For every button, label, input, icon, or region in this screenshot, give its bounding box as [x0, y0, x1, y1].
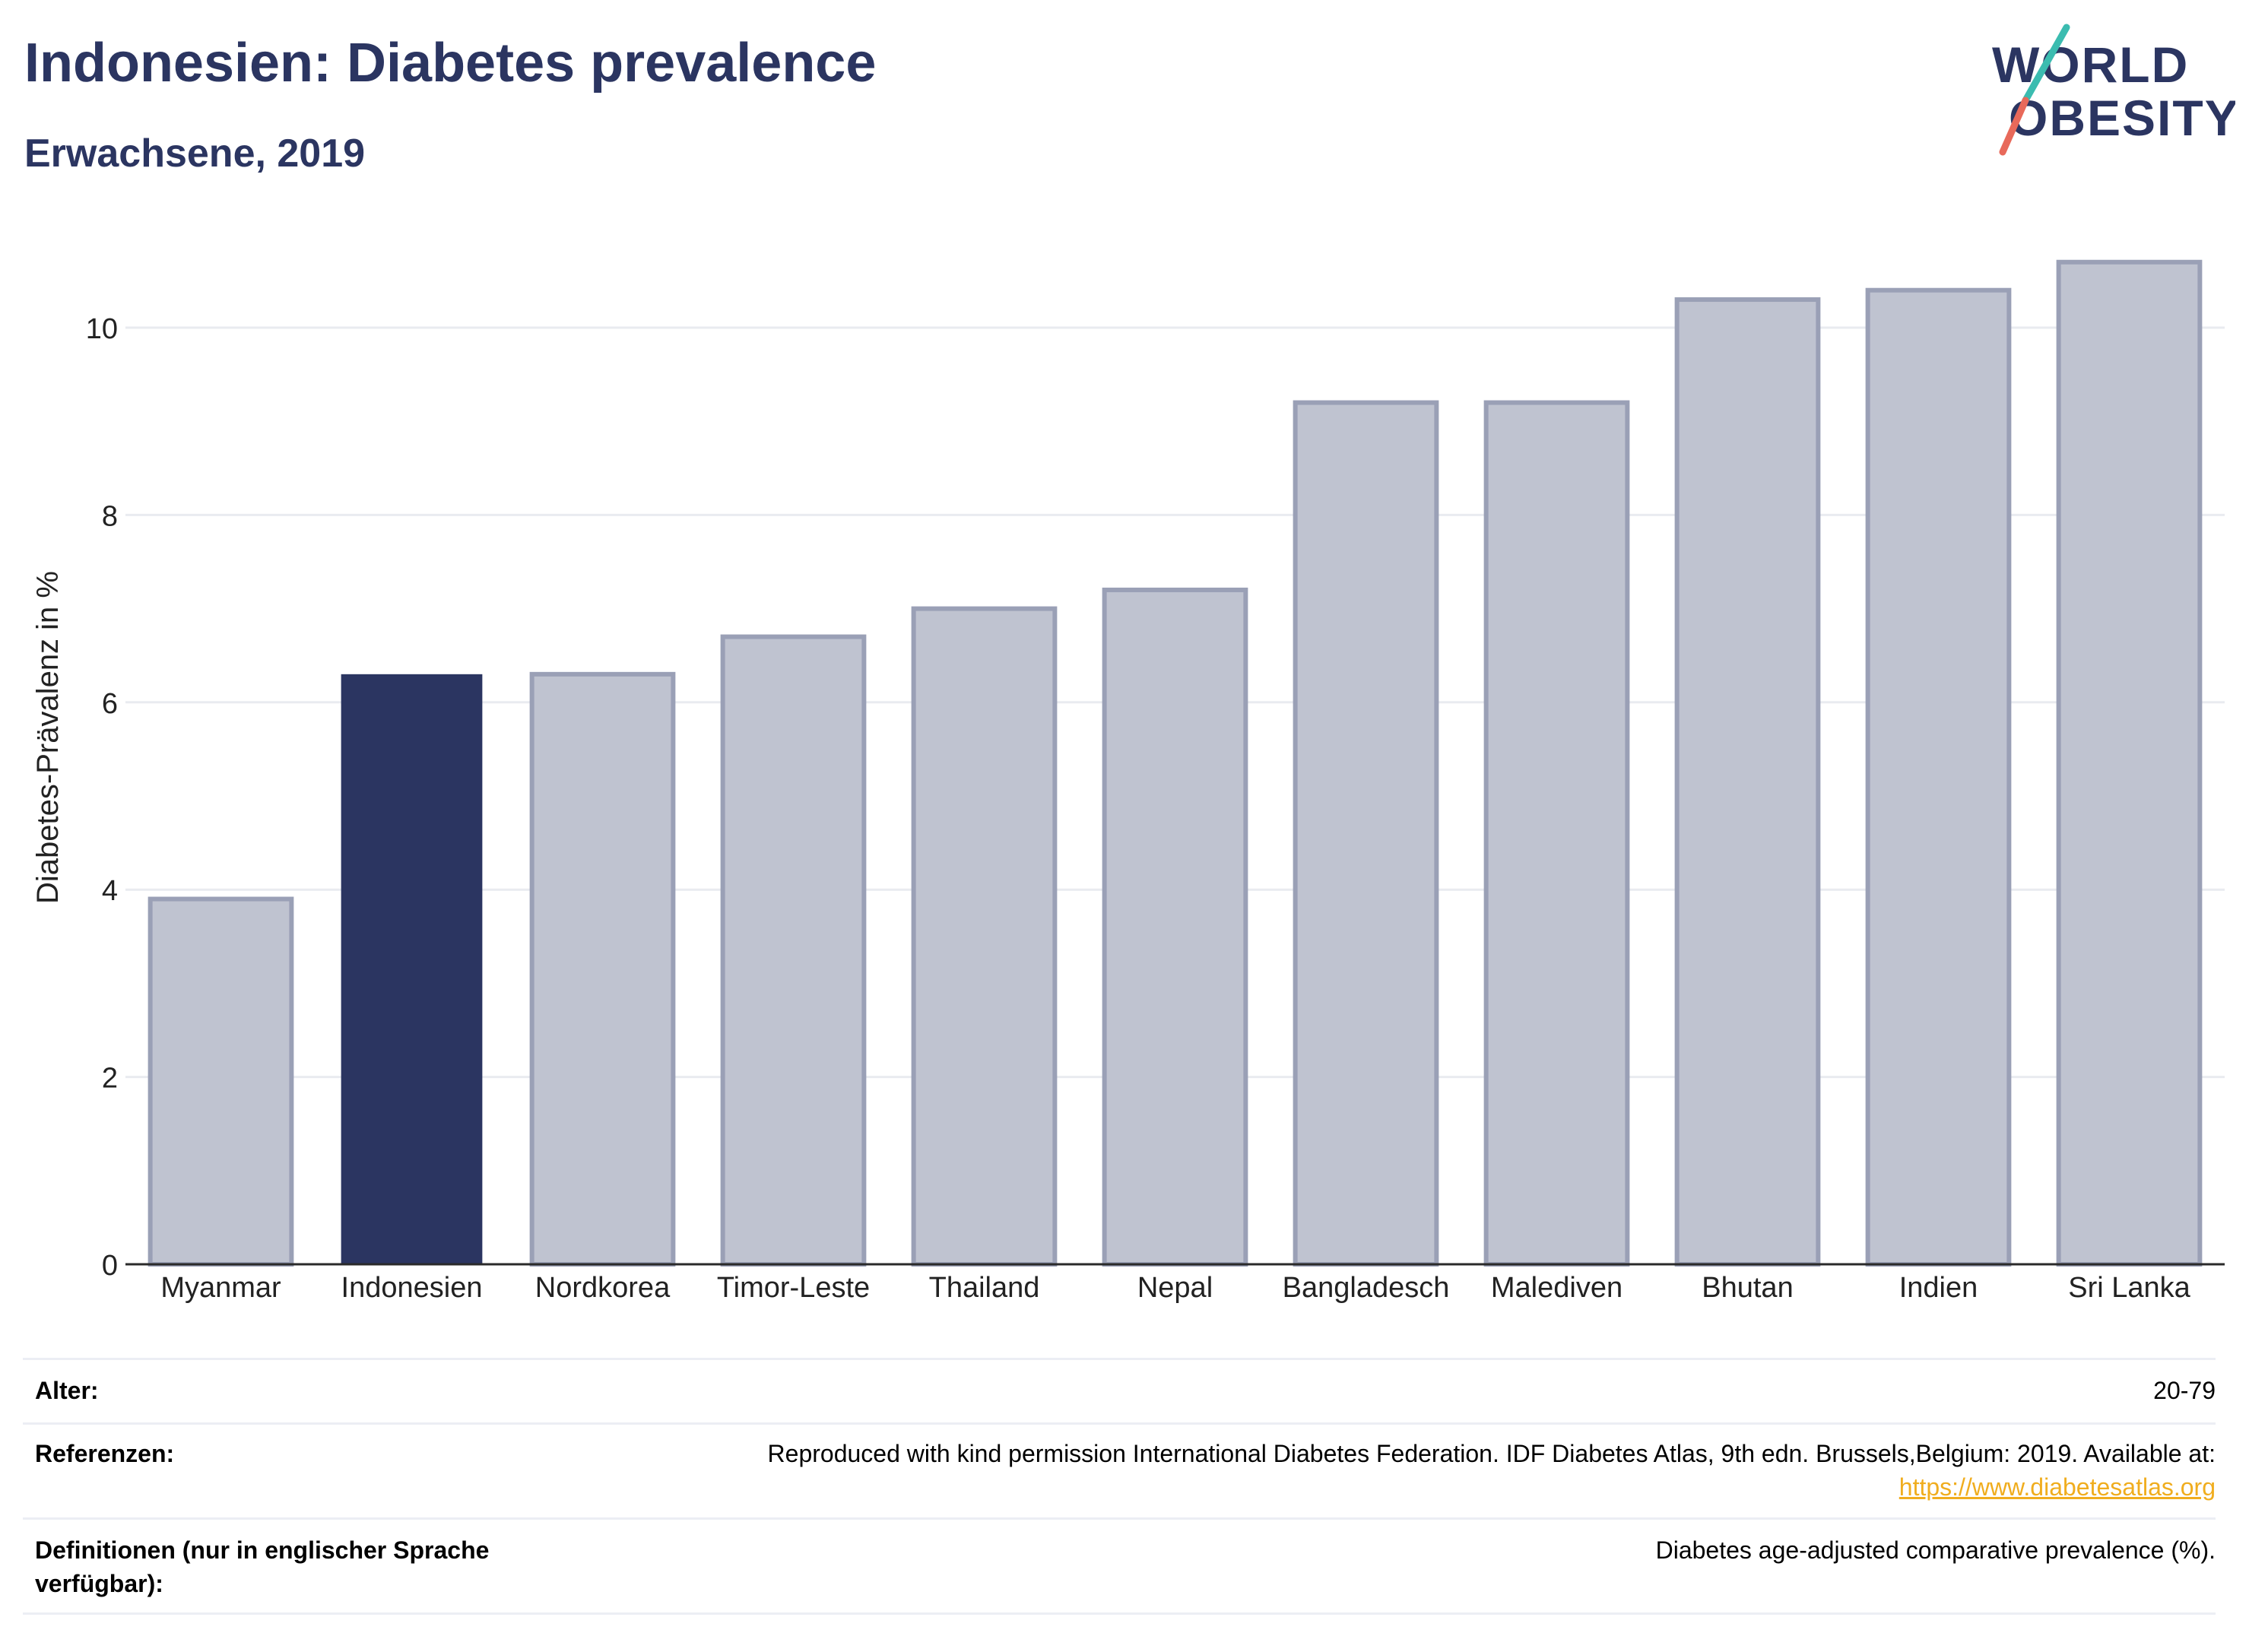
bar-nepal: [1102, 587, 1248, 1267]
references-text: Reproduced with kind permission Internat…: [767, 1440, 2216, 1467]
y-tick-label: 8: [102, 500, 118, 532]
x-tick-label: Bangladesch: [1283, 1272, 1450, 1304]
x-tick-label: Timor-Leste: [717, 1272, 870, 1304]
bars: [148, 259, 2203, 1267]
chart-subtitle: Erwachsene, 2019: [24, 132, 366, 176]
y-tick-label: 2: [102, 1063, 118, 1095]
bar-nordkorea: [529, 671, 676, 1267]
svg-text:WORLD: WORLD: [1992, 36, 2189, 93]
definitions-label: Definitionen (nur in englischer Sprache …: [35, 1536, 490, 1597]
age-value: 20-79: [2153, 1377, 2216, 1404]
bar-chart: 0 2 4 6 8 10 Myanmar Indonesien Nordkorea Timor-…: [31, 259, 2225, 1304]
y-axis-label: Diabetes-Prävalenz in %: [31, 571, 65, 904]
bar-timor-leste: [720, 634, 867, 1267]
x-tick-label: Malediven: [1491, 1272, 1623, 1304]
references-label: Referenzen:: [35, 1440, 175, 1467]
metadata-row-references: Referenzen: Reproduced with kind permiss…: [23, 1422, 2216, 1517]
bar-thailand: [911, 606, 1058, 1267]
metadata-table: Alter: 20-79 Referenzen: Reproduced with…: [23, 1358, 2216, 1615]
bar-malediven: [1483, 400, 1630, 1267]
x-tick-label: Indonesien: [341, 1272, 483, 1304]
x-tick-label: Nepal: [1137, 1272, 1213, 1304]
y-tick-label: 4: [102, 875, 118, 907]
chart-title: Indonesien: Diabetes prevalence: [24, 33, 877, 94]
y-tick-labels: 0 2 4 6 8 10: [86, 313, 118, 1282]
x-tick-label: Sri Lanka: [2068, 1272, 2190, 1304]
bar-indien: [1865, 287, 2012, 1267]
metadata-row-definitions: Definitionen (nur in englischer Sprache …: [23, 1517, 2216, 1615]
metadata-row-age: Alter: 20-79: [23, 1358, 2216, 1422]
y-tick-label: 0: [102, 1250, 118, 1282]
world-obesity-logo: WORLD OBESITY: [1992, 24, 2235, 156]
bar-sri-lanka: [2056, 259, 2203, 1267]
bar-myanmar: [148, 896, 294, 1267]
y-tick-label: 10: [86, 313, 118, 345]
references-value: Reproduced with kind permission Internat…: [768, 1437, 2216, 1504]
definitions-value: Diabetes age-adjusted comparative preval…: [1655, 1536, 2216, 1564]
age-label: Alter:: [35, 1377, 99, 1404]
x-tick-label: Indien: [1899, 1272, 1978, 1304]
y-tick-label: 6: [102, 688, 118, 720]
x-tick-label: Myanmar: [160, 1272, 281, 1304]
svg-text:OBESITY: OBESITY: [2009, 90, 2235, 146]
x-tick-label: Nordkorea: [535, 1272, 671, 1304]
bar-bangladesch: [1293, 400, 1439, 1267]
x-tick-label: Bhutan: [1702, 1272, 1793, 1304]
bar-bhutan: [1674, 297, 1821, 1267]
x-tick-labels: Myanmar Indonesien Nordkorea Timor-Leste Tha…: [160, 1272, 2190, 1304]
bar-indonesien: [341, 674, 483, 1264]
references-link[interactable]: https://www.diabetesatlas.org: [1898, 1473, 2216, 1501]
x-tick-label: Thailand: [929, 1272, 1040, 1304]
